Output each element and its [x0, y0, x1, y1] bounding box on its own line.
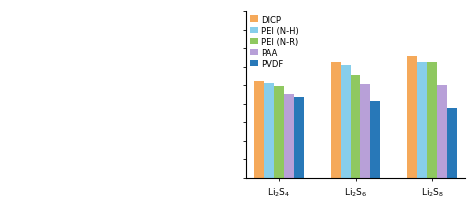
Bar [407, 57, 417, 178]
Bar [447, 109, 457, 178]
Bar [274, 87, 284, 178]
Text: (b): (b) [199, 0, 217, 9]
Bar [437, 86, 447, 178]
Y-axis label: Binding energy (eV): Binding energy (eV) [208, 46, 218, 143]
Legend: DICP, PEI (N-H), PEI (N-R), PAA, PVDF: DICP, PEI (N-H), PEI (N-R), PAA, PVDF [248, 14, 301, 70]
Bar [371, 101, 381, 178]
Bar [264, 84, 274, 178]
Bar [254, 81, 264, 178]
Bar [330, 63, 340, 178]
Bar [294, 98, 304, 178]
Bar [350, 76, 361, 178]
Bar [417, 63, 427, 178]
Bar [427, 63, 437, 178]
Bar [284, 95, 294, 178]
Bar [340, 65, 350, 178]
Bar [361, 85, 371, 178]
